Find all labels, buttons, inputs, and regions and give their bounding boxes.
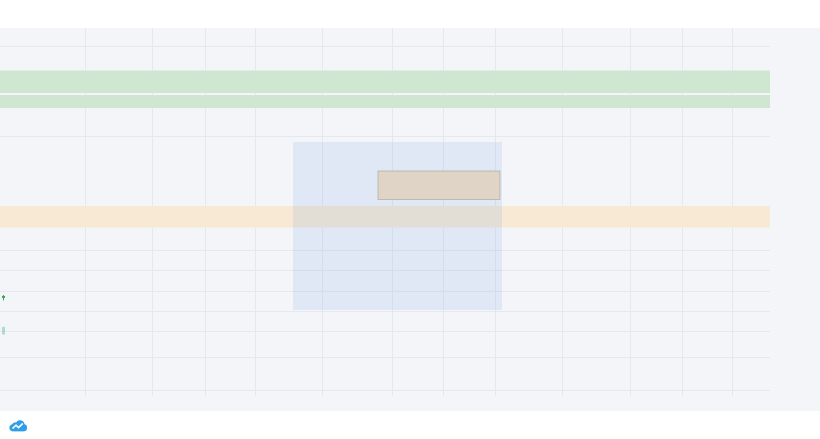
range-box-blue xyxy=(293,142,502,310)
shaded-zones xyxy=(0,70,770,310)
chart-layers xyxy=(0,28,820,411)
supply-zone-green-band xyxy=(0,70,770,93)
candles-layer xyxy=(2,295,5,301)
footer-bar xyxy=(8,417,34,435)
supply-zone-green-band xyxy=(0,95,770,108)
price-chart-canvas[interactable] xyxy=(0,28,820,413)
tradingview-logo-icon[interactable] xyxy=(8,419,29,433)
volume-overlay-bars xyxy=(2,326,5,335)
chart-area[interactable] xyxy=(0,28,820,413)
support-zone-tan-band xyxy=(0,206,770,228)
consolidation-box xyxy=(377,170,501,200)
